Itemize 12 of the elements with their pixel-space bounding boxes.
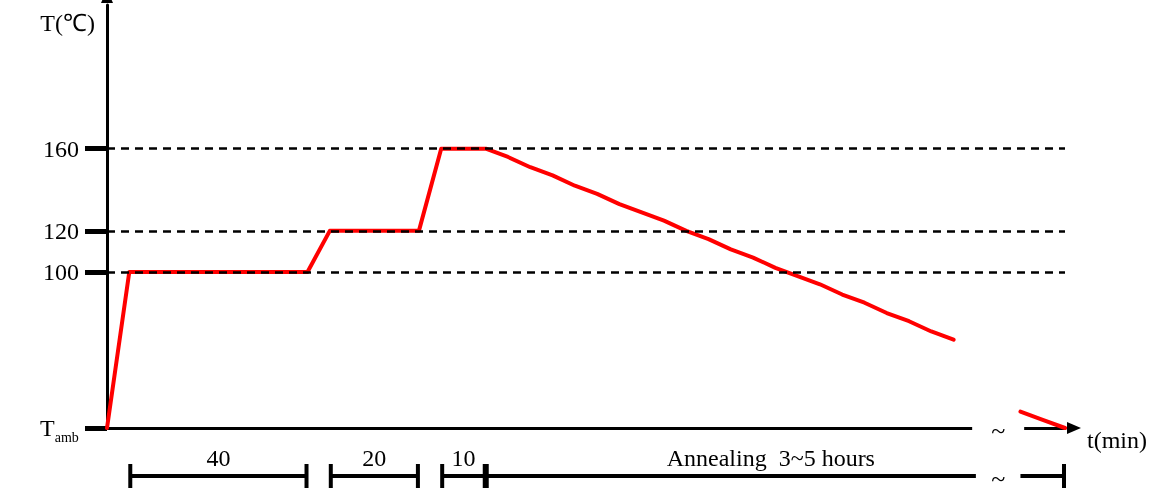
y-tick-label: 160 [43,135,79,162]
text: Annealing 3~5 hours [666,445,875,471]
annotation: ~ [991,415,1006,445]
x-axis-title: t(min) [1087,427,1147,453]
text: 40 [206,445,231,471]
text: 20 [362,445,387,471]
y-tick-label: T$_{amb}$ [40,415,79,445]
text: 10 [451,445,476,471]
y-tick-label: 100 [43,258,79,285]
text: ~ [991,463,1006,493]
y-tick-label: 120 [43,217,79,244]
y-axis-title: T(℃) [40,10,95,36]
